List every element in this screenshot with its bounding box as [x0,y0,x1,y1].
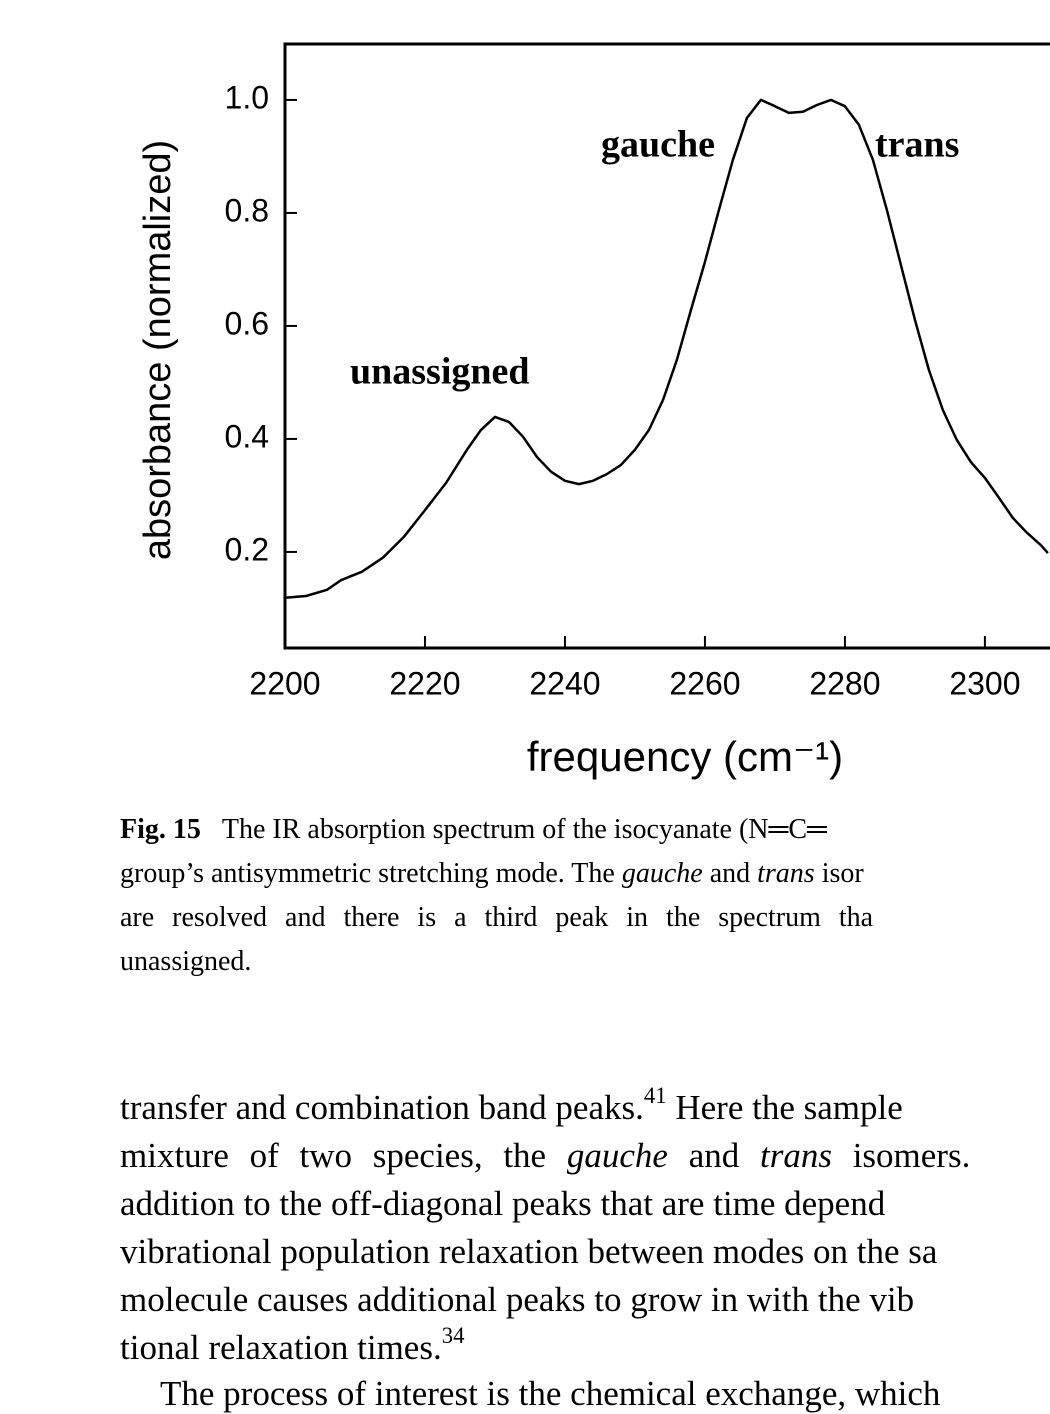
body-text: isomers. [831,1136,971,1175]
body-text: addition to the off-diagonal peaks that … [120,1184,886,1223]
x-tick-label: 2200 [249,665,320,701]
body-text: and [667,1136,760,1175]
y-tick-label: 0.6 [225,305,269,341]
body-text: The process of interest is the chemical … [160,1374,941,1413]
body-line: mixture of two species, the gauche and t… [120,1136,970,1176]
y-axis-label: absorbance (normalized) [137,140,179,560]
citation: 41 [643,1083,667,1109]
caption-text: The IR absorption spectrum of the isocya… [221,814,827,845]
body-line: vibrational population relaxation betwee… [120,1232,937,1272]
x-tick-label: 2300 [949,665,1020,701]
caption-label: Fig. 15 [120,814,201,845]
caption-line: Fig. 15 The IR absorption spectrum of th… [120,814,827,846]
body-text: mixture of two species, the [120,1136,567,1175]
body-text: transfer and combination band peaks. [120,1088,644,1127]
x-axis-label: frequency (cm⁻¹) [527,733,843,780]
caption-line: unassigned. [120,946,251,978]
body-line: The process of interest is the chemical … [160,1374,940,1414]
body-line: tional relaxation times.34 [120,1324,464,1368]
spectrum-line [284,98,1049,599]
body-line: molecule causes additional peaks to grow… [120,1280,914,1320]
caption-text: and [702,858,758,889]
caption-text: gauche [621,858,703,889]
body-text: Here the sample [666,1088,903,1127]
y-tick-label: 1.0 [225,79,269,115]
x-tick-label: 2260 [669,665,740,701]
caption-text: unassigned. [120,946,252,977]
caption-line: are resolved and there is a third peak i… [120,902,873,934]
chart: absorbance (normalized) frequency (cm⁻¹)… [137,42,1050,780]
body-text: gauche [566,1136,668,1175]
x-tick-label: 2240 [529,665,600,701]
body-line: addition to the off-diagonal peaks that … [120,1184,885,1224]
body-text: vibrational population relaxation betwee… [120,1232,938,1271]
x-tick-label: 2280 [809,665,880,701]
annotation: unassigned [350,351,530,393]
x-tick-label: 2220 [389,665,460,701]
caption-text: are resolved and there is a third peak i… [120,902,874,933]
plot-frame [283,42,1050,650]
y-tick-label: 0.8 [225,192,269,228]
citation: 34 [441,1323,465,1349]
body-line: transfer and combination band peaks.41 H… [120,1084,903,1128]
annotation: trans [875,124,959,166]
y-tick-label: 0.4 [225,418,269,454]
body-text: trans [759,1136,832,1175]
annotation: gauche [601,124,715,166]
caption-text: trans [757,858,815,889]
body-text: molecule causes additional peaks to grow… [120,1280,915,1319]
caption-text: group’s antisymmetric stretching mode. T… [120,858,622,889]
caption-line: group’s antisymmetric stretching mode. T… [120,858,864,890]
body-text: tional relaxation times. [120,1328,442,1367]
caption-text: isor [814,858,864,889]
y-tick-label: 0.2 [225,531,269,567]
